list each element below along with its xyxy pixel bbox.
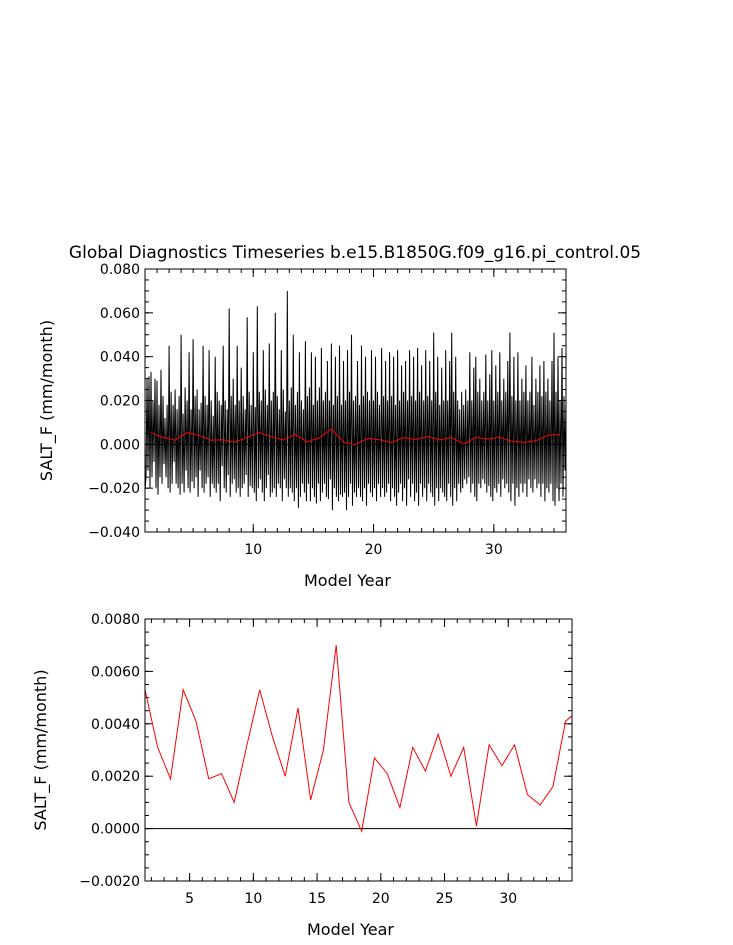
figure-title: Global Diagnostics Timeseries b.e15.B185…	[69, 243, 641, 263]
y-tick-label: 0.080	[100, 262, 140, 278]
y-tick-label: 0.0080	[91, 612, 140, 628]
x-tick-label: 15	[308, 891, 326, 907]
black-monthly-series-line	[145, 290, 566, 511]
y-axis-title: SALT_F (mm/month)	[31, 669, 51, 830]
y-tick-label: 0.0040	[91, 717, 140, 733]
y-tick-label: −0.0020	[79, 874, 140, 890]
y-tick-label: 0.0020	[91, 769, 140, 785]
x-tick-label: 5	[185, 891, 194, 907]
top-panel: 10 20 30 −0.040 −0.020 0.000 0.020 0.040 0.060 0.…	[37, 262, 567, 590]
x-axis-title: Model Year	[307, 920, 394, 939]
y-axis-title: SALT_F (mm/month)	[37, 320, 57, 481]
y-tick-label: 0.040	[100, 350, 140, 366]
x-tick-label: 20	[372, 891, 390, 907]
red-annual-series-line	[145, 645, 572, 833]
red-annual-series-line	[150, 428, 561, 446]
x-axis-title: Model Year	[304, 571, 391, 590]
y-tick-label: −0.020	[88, 481, 140, 497]
y-tick-label: 0.0000	[91, 822, 140, 838]
y-tick-label: 0.000	[100, 437, 140, 453]
y-tick-label: 0.060	[100, 306, 140, 322]
x-tick-label: 20	[365, 542, 383, 558]
y-tick-label: 0.020	[100, 394, 140, 410]
x-tick-label: 25	[436, 891, 454, 907]
plot-frame	[144, 618, 573, 882]
bottom-panel: 5 10 15 20 25 30 −0.0020 0.0000 0.0020 0.0040 0.00…	[31, 612, 573, 939]
x-tick-label: 10	[244, 542, 262, 558]
y-tick-label: −0.040	[88, 525, 140, 541]
plot-frame	[144, 268, 567, 533]
x-tick-label: 30	[485, 542, 503, 558]
x-tick-label: 10	[244, 891, 262, 907]
x-tick-label: 30	[499, 891, 517, 907]
y-tick-label: 0.0060	[91, 664, 140, 680]
